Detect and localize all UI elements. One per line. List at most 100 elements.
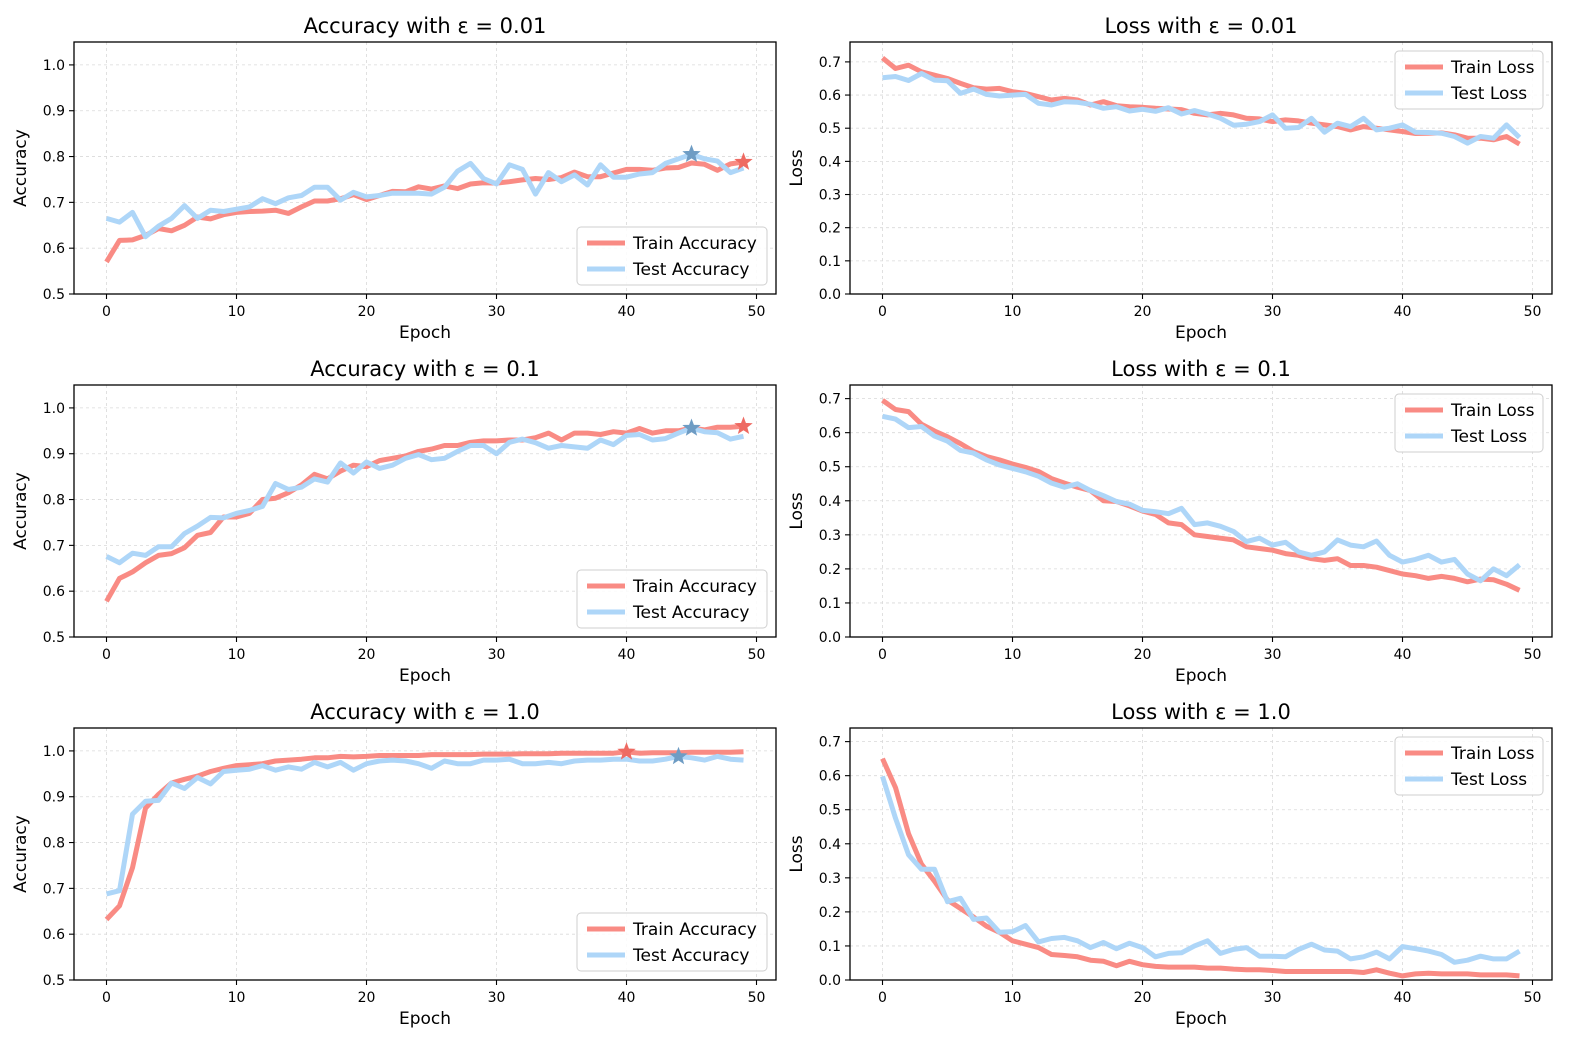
y-tick-label: 0.1 — [819, 939, 841, 955]
series-line-train-accuracy — [104, 423, 744, 603]
y-axis-label: Accuracy — [11, 472, 31, 550]
x-tick-label: 40 — [1394, 990, 1412, 1006]
y-tick-label: 0.6 — [43, 584, 65, 600]
legend-label: Train Loss — [1450, 58, 1535, 78]
x-tick-label: 20 — [358, 990, 376, 1006]
y-tick-label: 0.7 — [43, 538, 65, 554]
chart-title: Loss with ε = 0.01 — [1104, 14, 1297, 38]
x-tick-label: 10 — [228, 990, 246, 1006]
chart-title: Loss with ε = 0.1 — [1111, 357, 1291, 381]
y-tick-label: 0.5 — [819, 121, 841, 137]
series-line-train-loss — [881, 398, 1521, 593]
y-tick-label: 0.1 — [819, 596, 841, 612]
x-tick-label: 0 — [102, 647, 111, 663]
plot-frame — [849, 727, 1553, 981]
y-tick-label: 1.0 — [43, 58, 65, 74]
series-line-test-loss — [882, 71, 1522, 146]
y-tick-label: 0.6 — [43, 927, 65, 943]
best-marker-star-icon — [682, 144, 701, 163]
legend-label: Train Accuracy — [632, 920, 757, 940]
y-tick-label: 0.9 — [43, 104, 65, 120]
x-axis-label: Epoch — [1175, 1009, 1227, 1029]
chart-title: Accuracy with ε = 0.01 — [304, 14, 547, 38]
x-tick-label: 30 — [1264, 304, 1282, 320]
x-tick-label: 20 — [1134, 647, 1152, 663]
series-line-train-accuracy — [104, 749, 744, 922]
x-tick-label: 10 — [1004, 304, 1022, 320]
legend-label: Test Loss — [1450, 84, 1527, 104]
legend-label: Test Accuracy — [632, 946, 750, 966]
chart-1: 0 10 20 30 40 50 0.5 0.6 0.7 0.8 0.9 1.0 Accuracy wi… — [11, 14, 777, 343]
y-tick-label: 0.5 — [43, 630, 65, 646]
y-tick-label: 0.4 — [819, 154, 841, 170]
x-tick-label: 0 — [102, 990, 111, 1006]
y-tick-label: 0.0 — [819, 287, 841, 303]
y-axis-label: Loss — [787, 149, 807, 186]
legend: Train Accuracy Test Accuracy — [576, 912, 768, 972]
x-tick-label: 30 — [488, 304, 506, 320]
x-tick-label: 20 — [358, 304, 376, 320]
plot-frame — [73, 727, 777, 981]
y-tick-label: 0.8 — [43, 150, 65, 166]
y-tick-label: 0.7 — [819, 55, 841, 71]
x-tick-label: 20 — [1134, 304, 1152, 320]
x-tick-label: 40 — [618, 304, 636, 320]
y-tick-label: 0.3 — [819, 528, 841, 544]
legend-label: Test Accuracy — [632, 603, 750, 623]
y-tick-label: 0.6 — [819, 426, 841, 442]
best-marker-star-icon — [734, 152, 753, 170]
y-tick-label: 0.6 — [43, 241, 65, 257]
x-tick-label: 20 — [1134, 990, 1152, 1006]
legend-label: Test Loss — [1450, 770, 1527, 790]
best-marker-star-icon — [682, 418, 701, 436]
chart-2: 0 10 20 30 40 50 0.0 0.1 0.2 0.3 0.4 0.5 0.6 0.7 Loss … — [787, 14, 1553, 343]
chart-6: 0 10 20 30 40 50 0.0 0.1 0.2 0.3 0.4 0.5 0.6 0.7 Loss … — [787, 700, 1553, 1029]
chart-title: Loss with ε = 1.0 — [1111, 700, 1291, 724]
legend: Train Loss Test Loss — [1394, 736, 1544, 796]
x-tick-label: 0 — [878, 990, 887, 1006]
y-tick-label: 0.9 — [43, 447, 65, 463]
legend: Train Accuracy Test Accuracy — [576, 226, 768, 286]
plot-frame — [849, 41, 1553, 295]
series-line-train-accuracy — [104, 159, 744, 264]
y-tick-label: 0.3 — [819, 871, 841, 887]
y-tick-label: 0.2 — [819, 905, 841, 921]
chart-5: 0 10 20 30 40 50 0.5 0.6 0.7 0.8 0.9 1.0 Accuracy wi… — [11, 700, 777, 1029]
y-axis-label: Loss — [787, 492, 807, 529]
legend: Train Loss Test Loss — [1394, 50, 1544, 110]
plot-frame — [849, 384, 1553, 638]
y-tick-label: 0.9 — [43, 790, 65, 806]
legend-label: Train Loss — [1450, 744, 1535, 764]
x-tick-label: 40 — [618, 990, 636, 1006]
best-marker-star-icon — [617, 742, 636, 760]
x-tick-label: 30 — [1264, 647, 1282, 663]
x-tick-label: 50 — [748, 304, 766, 320]
chart-title: Accuracy with ε = 0.1 — [310, 357, 539, 381]
series-line-test-accuracy — [105, 425, 745, 566]
legend: Train Accuracy Test Accuracy — [576, 569, 768, 629]
chart-3: 0 10 20 30 40 50 0.5 0.6 0.7 0.8 0.9 1.0 Accuracy wi… — [11, 357, 777, 686]
y-tick-label: 0.1 — [819, 254, 841, 270]
legend-label: Test Accuracy — [632, 260, 750, 280]
y-tick-label: 0.7 — [43, 195, 65, 211]
x-tick-label: 40 — [618, 647, 636, 663]
y-tick-label: 0.7 — [43, 881, 65, 897]
x-tick-label: 50 — [1524, 304, 1542, 320]
plot-frame — [73, 41, 777, 295]
x-tick-label: 30 — [1264, 990, 1282, 1006]
x-tick-label: 40 — [1394, 647, 1412, 663]
x-tick-label: 0 — [878, 304, 887, 320]
x-tick-label: 40 — [1394, 304, 1412, 320]
y-tick-label: 0.6 — [819, 88, 841, 104]
y-tick-label: 0.5 — [43, 973, 65, 989]
y-tick-label: 1.0 — [43, 401, 65, 417]
series-line-train-loss — [880, 757, 1520, 979]
x-tick-label: 0 — [878, 647, 887, 663]
legend-label: Train Accuracy — [632, 234, 757, 254]
y-axis-label: Accuracy — [11, 815, 31, 893]
x-tick-label: 50 — [748, 990, 766, 1006]
y-tick-label: 0.5 — [819, 460, 841, 476]
series-line-test-loss — [881, 413, 1522, 584]
y-tick-label: 0.5 — [819, 803, 841, 819]
